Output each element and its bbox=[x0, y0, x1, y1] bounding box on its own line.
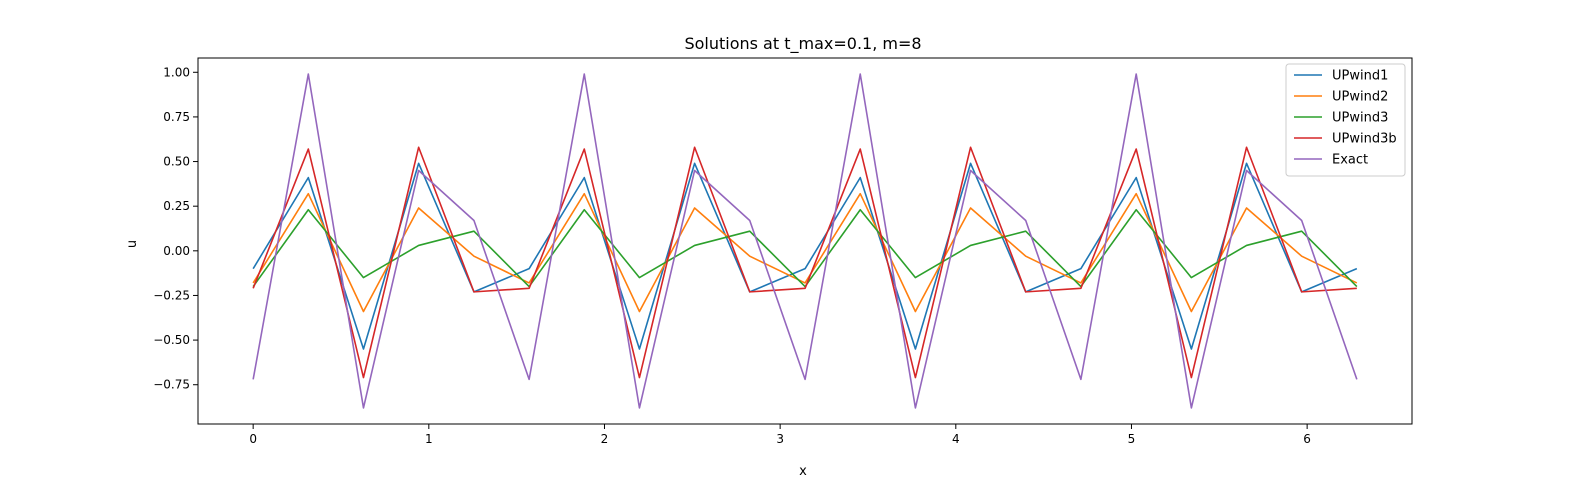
x-tick-label: 5 bbox=[1128, 432, 1136, 446]
y-tick-label: 0.75 bbox=[163, 110, 190, 124]
legend-label-upwind3: UPwind3 bbox=[1332, 111, 1388, 126]
x-tick-label: 4 bbox=[952, 432, 960, 446]
x-tick-label: 2 bbox=[601, 432, 609, 446]
legend-label-upwind1: UPwind1 bbox=[1332, 69, 1388, 84]
y-axis-label: u bbox=[125, 240, 140, 248]
x-axis-label: x bbox=[799, 464, 807, 479]
axes-group: 0 1 2 3 4 5 6 −0.75 −0.50 −0.25 0.00 0.25 0.50 0.75 1.… bbox=[153, 57, 1413, 446]
y-tick-label: 0.25 bbox=[163, 199, 190, 213]
series-line-upwind2 bbox=[252, 192, 1358, 313]
y-tick-label: −0.50 bbox=[153, 333, 190, 347]
x-tick-label: 0 bbox=[249, 432, 257, 446]
y-tick-label: −0.25 bbox=[153, 288, 190, 302]
y-tick-label: −0.75 bbox=[153, 378, 190, 392]
legend: UPwind1 UPwind2 UPwind3 UPwind3b Exact bbox=[1285, 63, 1406, 177]
y-tick-label: 0.50 bbox=[163, 155, 190, 169]
legend-label-exact: Exact bbox=[1332, 153, 1368, 168]
plot-frame bbox=[197, 57, 1413, 425]
y-tick-label: 0.00 bbox=[163, 244, 190, 258]
x-tick-label: 1 bbox=[425, 432, 433, 446]
x-tick-label: 3 bbox=[776, 432, 784, 446]
series-line-exact bbox=[252, 73, 1358, 409]
legend-label-upwind2: UPwind2 bbox=[1332, 90, 1388, 105]
series-group bbox=[252, 73, 1358, 409]
chart-title: Solutions at t_max=0.1, m=8 bbox=[684, 34, 921, 54]
x-tick-label: 6 bbox=[1303, 432, 1311, 446]
legend-label-upwind3b: UPwind3b bbox=[1332, 132, 1397, 147]
legend-box bbox=[1285, 63, 1406, 177]
y-tick-label: 1.00 bbox=[163, 65, 190, 79]
